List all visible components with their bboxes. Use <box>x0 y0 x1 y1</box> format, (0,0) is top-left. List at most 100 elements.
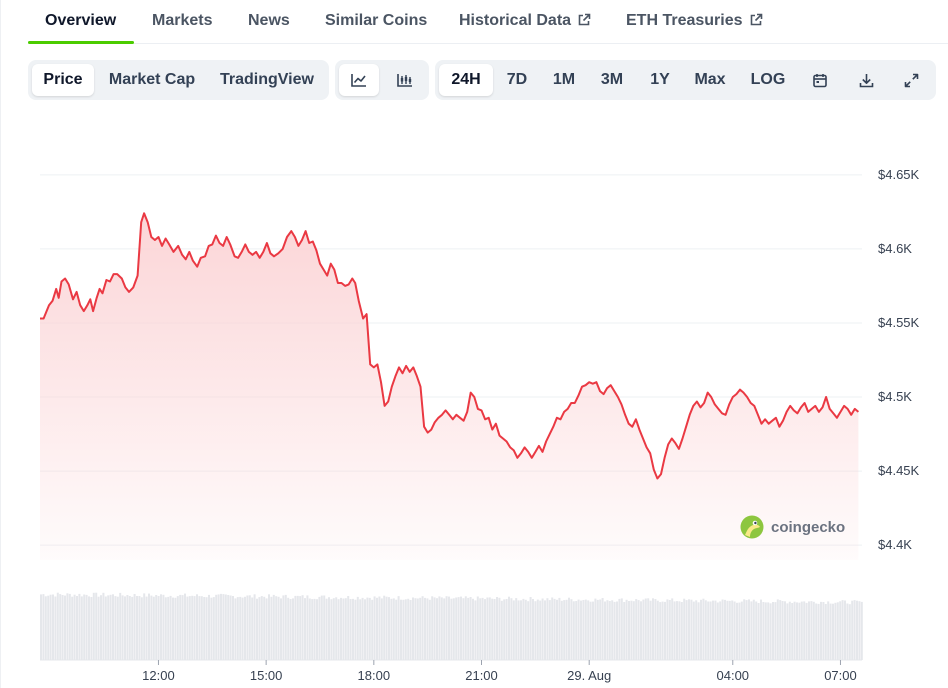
volume-bar <box>186 596 189 660</box>
volume-bar <box>632 601 635 660</box>
volume-bar <box>112 594 114 660</box>
volume-bar <box>176 596 179 660</box>
volume-bar <box>162 594 165 660</box>
volume-bar <box>548 600 551 660</box>
volume-bar <box>47 595 50 660</box>
volume-bar <box>337 599 340 660</box>
volume-bar <box>520 600 522 660</box>
volume-bar <box>347 596 350 660</box>
volume-bar <box>767 602 770 660</box>
line-chart-icon <box>351 74 366 87</box>
range-1m-button[interactable]: 1M <box>552 71 576 88</box>
volume-bar <box>174 597 177 660</box>
volume-bar <box>824 604 827 660</box>
candlestick-chart-button[interactable] <box>385 64 425 96</box>
price-button[interactable]: Price <box>32 64 94 96</box>
volume-bar <box>486 597 489 660</box>
range-max-button[interactable]: Max <box>694 71 726 88</box>
volume-bar <box>210 597 213 660</box>
volume-bar <box>212 597 215 660</box>
volume-bar <box>71 596 74 660</box>
volume-bar <box>193 596 196 660</box>
volume-bar <box>464 596 467 660</box>
volume-bar <box>714 600 717 660</box>
tab-overview[interactable]: Overview <box>45 12 117 29</box>
volume-bar <box>812 601 815 660</box>
volume-bar <box>652 598 654 660</box>
range-7d-button[interactable]: 7D <box>506 71 528 88</box>
volume-bar <box>760 599 762 660</box>
volume-bar <box>594 598 597 660</box>
volume-bar <box>373 596 376 660</box>
volume-bar <box>145 596 148 660</box>
volume-bar <box>116 596 119 660</box>
volume-bar <box>354 599 357 660</box>
volume-bar <box>796 602 798 660</box>
volume-bar <box>299 596 302 660</box>
market-cap-button[interactable]: Market Cap <box>108 71 196 88</box>
volume-bar <box>592 601 594 660</box>
tab-eth-treasuries-label: ETH Treasuries <box>626 12 743 29</box>
volume-bar <box>764 602 767 660</box>
tab-historical-data[interactable]: Historical Data <box>459 12 591 30</box>
volume-bar <box>493 599 496 660</box>
volume-bar <box>236 597 239 660</box>
volume-bar <box>733 601 736 660</box>
tab-eth-treasuries[interactable]: ETH Treasuries <box>626 12 763 30</box>
download-chart-button[interactable] <box>846 64 886 96</box>
volume-bar <box>49 594 52 660</box>
volume-bar <box>380 598 383 660</box>
log-scale-button[interactable]: LOG <box>750 71 786 88</box>
tradingview-button[interactable]: TradingView <box>220 71 314 88</box>
tab-similar-coins[interactable]: Similar Coins <box>325 12 428 29</box>
range-3m-button[interactable]: 3M <box>600 71 624 88</box>
volume-bar <box>409 600 412 660</box>
volume-bar <box>457 597 460 660</box>
volume-bar <box>510 598 513 660</box>
volume-bar <box>661 601 664 660</box>
volume-bar <box>695 600 698 660</box>
volume-bar <box>740 601 743 660</box>
volume-bar <box>841 600 844 660</box>
volume-bar <box>678 601 681 660</box>
volume-bar <box>270 596 273 660</box>
volume-bar <box>608 601 611 660</box>
volume-bar <box>640 601 642 660</box>
volume-bar <box>784 601 786 660</box>
tab-markets[interactable]: Markets <box>152 12 213 29</box>
x-tick-label: 07:00 <box>824 668 857 683</box>
volume-bar <box>92 592 95 660</box>
coingecko-logo-icon <box>740 515 764 539</box>
volume-bar <box>234 598 237 660</box>
tab-news[interactable]: News <box>248 12 290 29</box>
date-range-button[interactable] <box>800 64 840 96</box>
volume-bar <box>313 598 316 660</box>
volume-bar <box>179 594 182 660</box>
volume-bar <box>287 597 290 660</box>
volume-bar <box>496 597 498 660</box>
volume-bar <box>352 598 354 660</box>
line-chart-button[interactable] <box>339 64 379 96</box>
fullscreen-button[interactable] <box>891 64 931 96</box>
volume-bar <box>575 601 578 660</box>
volume-bar <box>637 600 640 660</box>
volume-bar <box>44 596 47 660</box>
volume-bar <box>503 599 506 660</box>
coin-tabs: Overview Markets News Similar Coins Hist… <box>28 0 948 44</box>
range-24h-button[interactable]: 24H <box>439 64 493 96</box>
volume-bar <box>731 600 734 660</box>
volume-bar <box>752 599 755 660</box>
volume-bar <box>258 597 261 660</box>
volume-bar <box>649 600 652 660</box>
volume-bar <box>335 597 338 660</box>
volume-bar <box>191 595 194 660</box>
range-1y-button[interactable]: 1Y <box>650 71 670 88</box>
volume-bar <box>52 594 54 660</box>
calendar-icon <box>813 73 827 87</box>
volume-bar <box>289 599 292 660</box>
volume-bar <box>484 599 486 660</box>
volume-bar <box>450 598 453 660</box>
volume-bar <box>164 597 167 660</box>
price-chart[interactable]: $4.65K$4.6K$4.55K$4.5K$4.45K$4.4K 12:00 1… <box>0 120 948 688</box>
volume-bar <box>527 601 530 660</box>
